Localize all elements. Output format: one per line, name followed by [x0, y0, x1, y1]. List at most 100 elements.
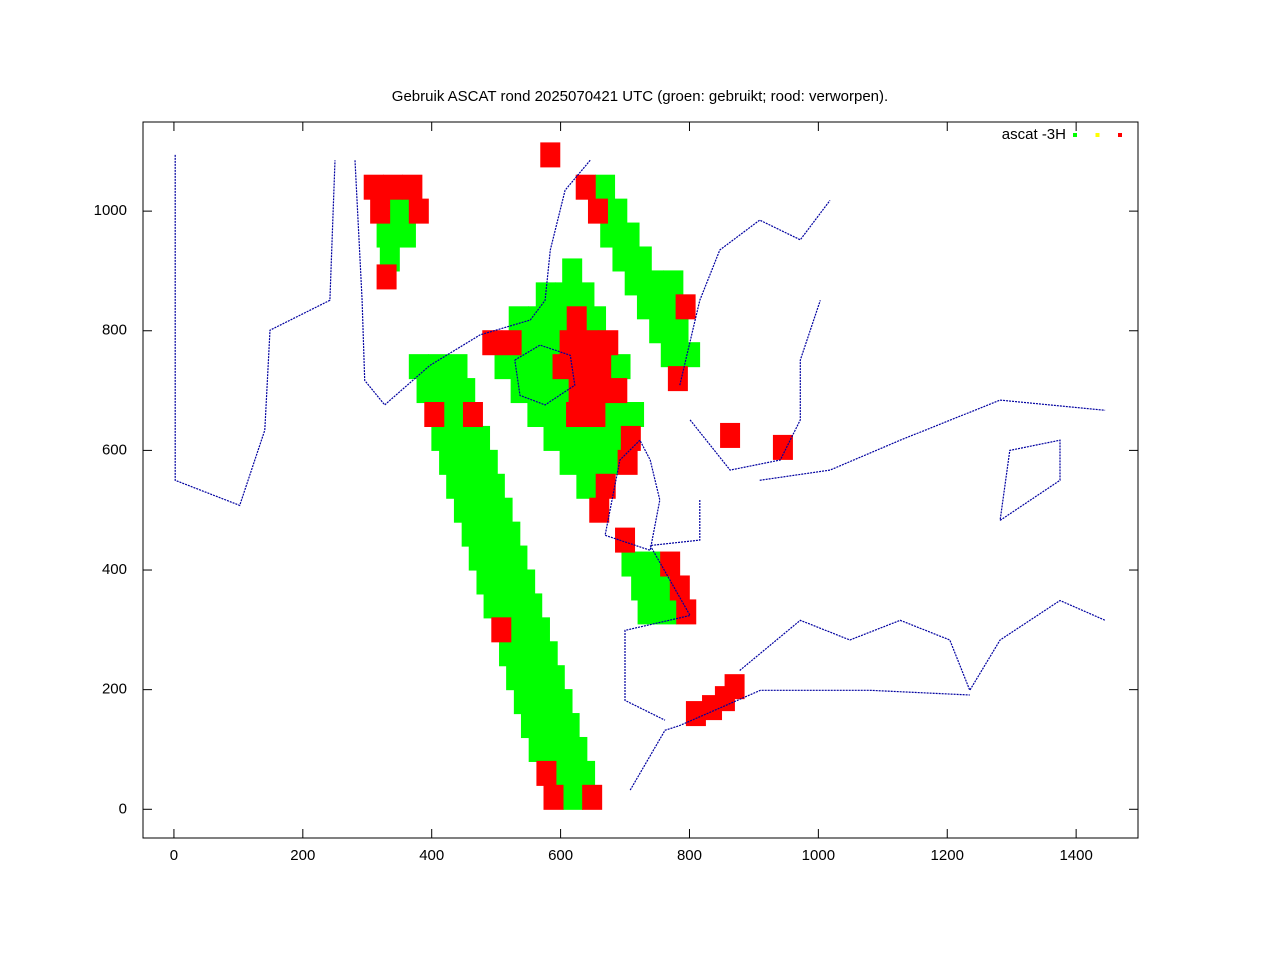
observation — [559, 330, 580, 356]
observation — [483, 593, 504, 619]
observation — [450, 425, 471, 451]
y-tick-label: 600 — [102, 441, 127, 458]
y-tick-label: 200 — [102, 681, 127, 698]
observation — [587, 198, 608, 224]
observation — [650, 575, 671, 601]
observation — [482, 330, 503, 356]
observation — [428, 354, 449, 380]
observation — [513, 689, 534, 715]
observation — [510, 617, 531, 643]
observation — [620, 425, 641, 451]
observation — [540, 330, 561, 356]
observation — [667, 366, 688, 392]
observation — [631, 575, 652, 601]
observation — [495, 569, 516, 595]
y-tick-label: 1000 — [94, 202, 127, 219]
observation — [513, 354, 534, 380]
observation — [540, 713, 561, 739]
observation — [376, 264, 397, 290]
observation — [492, 497, 513, 523]
observation — [548, 736, 569, 762]
observation — [522, 593, 543, 619]
observation — [500, 521, 521, 547]
observation — [543, 425, 564, 451]
observation — [562, 258, 583, 284]
plot-border — [142, 121, 1139, 839]
observation — [566, 306, 587, 332]
observation — [660, 551, 681, 577]
observation — [575, 174, 596, 200]
observation — [488, 545, 509, 571]
x-tick-label: 600 — [548, 847, 573, 864]
observation — [656, 294, 677, 320]
observation — [491, 617, 512, 643]
observation — [600, 222, 621, 248]
observation — [455, 378, 476, 404]
observation — [607, 198, 628, 224]
observation — [591, 354, 612, 380]
observation — [555, 760, 576, 786]
observation — [518, 641, 539, 667]
observation — [587, 378, 608, 404]
observation — [447, 354, 468, 380]
observation — [533, 689, 554, 715]
observation — [533, 354, 554, 380]
observation — [663, 270, 684, 296]
observation — [649, 318, 670, 344]
observation — [408, 198, 429, 224]
observation — [555, 282, 576, 308]
observation — [680, 342, 701, 368]
observation — [720, 422, 741, 448]
observation — [424, 402, 445, 428]
x-tick-label: 1200 — [931, 847, 964, 864]
observation — [610, 354, 631, 380]
observation — [617, 449, 638, 475]
observation — [528, 736, 549, 762]
observation — [772, 434, 793, 460]
observation — [395, 222, 416, 248]
observation — [525, 665, 546, 691]
observation — [559, 449, 580, 475]
observation — [431, 425, 452, 451]
observation — [574, 282, 595, 308]
observation — [656, 599, 677, 625]
observation — [499, 641, 520, 667]
observation — [468, 545, 489, 571]
observation — [567, 736, 588, 762]
observation — [529, 617, 550, 643]
observation — [515, 569, 536, 595]
observation — [439, 449, 460, 475]
observation — [510, 378, 531, 404]
observation — [480, 521, 501, 547]
observation — [685, 701, 706, 727]
observation — [547, 306, 568, 332]
observation — [370, 198, 391, 224]
x-tick-label: 400 — [419, 847, 444, 864]
observation — [544, 665, 565, 691]
observation — [435, 378, 456, 404]
y-tick-label: 0 — [119, 800, 127, 817]
x-tick-label: 1400 — [1059, 847, 1092, 864]
observation — [506, 665, 527, 691]
observation — [586, 306, 607, 332]
observation — [546, 402, 567, 428]
observation — [676, 599, 697, 625]
observation — [598, 449, 619, 475]
observation — [562, 784, 583, 810]
observation — [462, 402, 483, 428]
observation — [363, 174, 384, 200]
legend-label: ascat -3H — [1002, 126, 1066, 143]
observation — [562, 425, 583, 451]
observation — [559, 713, 580, 739]
observation — [604, 402, 625, 428]
observation — [631, 246, 652, 272]
observation — [453, 497, 474, 523]
observation — [484, 473, 505, 499]
observation — [724, 674, 745, 700]
observation — [601, 425, 622, 451]
observation — [477, 449, 498, 475]
observation — [408, 354, 429, 380]
observation — [595, 473, 616, 499]
observation — [470, 425, 491, 451]
